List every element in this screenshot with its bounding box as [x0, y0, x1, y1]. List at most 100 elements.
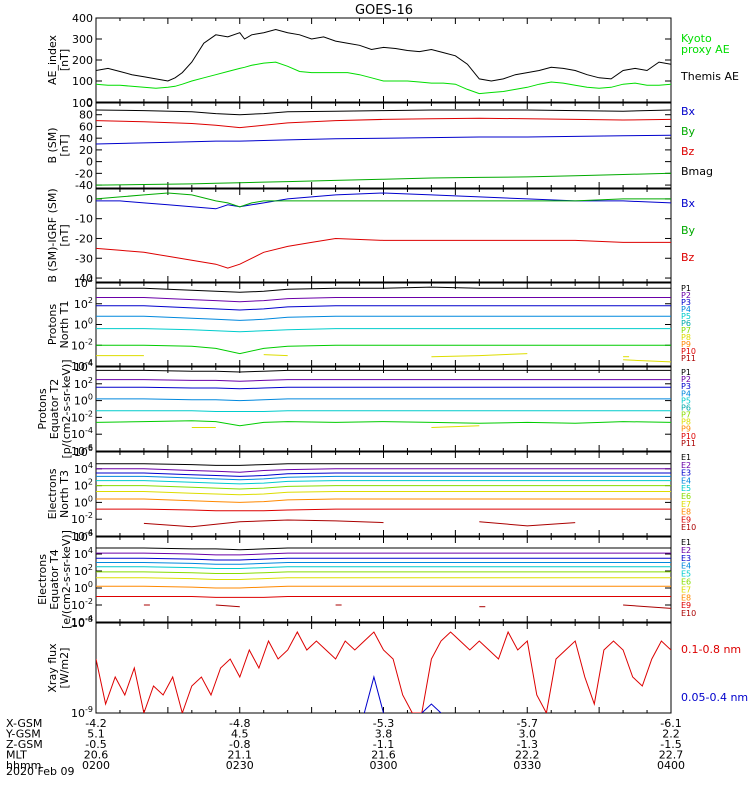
y-axis-label: [nT]	[58, 49, 71, 71]
series-line-e3	[96, 557, 671, 561]
legend-entry: E5	[681, 570, 691, 579]
series-line-e4	[96, 562, 671, 565]
ephemeris-value: -4.2	[85, 717, 106, 730]
y-tick-label: 40	[79, 132, 93, 145]
legend-entry: P11	[681, 439, 696, 448]
y-axis-label: [W/m2]	[58, 648, 71, 689]
y-tick-label: -20	[75, 167, 93, 180]
y-tick-exponent: 6	[88, 444, 93, 453]
ephemeris-value: -0.5	[85, 738, 106, 751]
legend-entry: P5	[681, 396, 691, 405]
panel-frame	[95, 282, 672, 367]
series-line-bx	[96, 134, 671, 145]
legend-entry: E4	[681, 476, 691, 485]
ephemeris-value: 0300	[370, 759, 398, 772]
legend-entry: E1	[681, 538, 691, 547]
y-tick-label: -40	[75, 179, 93, 192]
y-tick-exponent: -4	[85, 614, 93, 623]
legend-entry: E1	[681, 453, 691, 462]
y-tick-exponent: 6	[88, 529, 93, 538]
y-tick-label: 102	[74, 478, 93, 493]
y-tick-exponent: -4	[85, 528, 93, 537]
panel-3: -40 -30 -20 -10 0 B (SM)-IGRF (SM) [nT] Bx By Bz	[46, 188, 696, 285]
panel-frame	[95, 188, 672, 283]
series-line-e1	[96, 463, 671, 466]
legend-entry: P2	[681, 291, 691, 300]
y-axis-label: North T1	[58, 301, 71, 349]
y-axis-label: Electrons	[46, 468, 59, 519]
ephemeris-value: 3.0	[519, 728, 537, 741]
legend-entry: Bmag	[681, 165, 713, 178]
series-line-0-05-0-4-nm	[363, 675, 384, 713]
y-axis-label: [p/(cm2-s-sr-keV)]	[60, 359, 73, 458]
ephemeris-value: -4.8	[229, 717, 250, 730]
panel-frame	[95, 17, 672, 103]
y-tick-exponent: 2	[88, 563, 93, 572]
legend-entry: P9	[681, 340, 691, 349]
y-tick-exponent: 2	[88, 376, 93, 385]
legend-entry: P6	[681, 319, 691, 328]
y-axis-label: [e/(cm2-s-sr-keV)]	[60, 530, 73, 629]
y-tick-exponent: -6	[85, 443, 93, 452]
legend-entry: P3	[681, 382, 691, 391]
y-tick-exponent: 0	[88, 494, 93, 503]
ephemeris-value: -6.1	[660, 717, 681, 730]
series-line-bz	[96, 117, 671, 129]
y-axis-label: [nT]	[58, 134, 71, 156]
y-tick-label: 102	[74, 563, 93, 578]
ephemeris-row-label: Z-GSM	[6, 738, 43, 751]
ephemeris-value: 21.1	[228, 749, 253, 762]
series-line-p10	[623, 359, 671, 363]
y-axis-label: B (SM)	[46, 127, 59, 163]
y-axis-label: B (SM)-IGRF (SM)	[46, 188, 59, 282]
series-line-p2	[96, 379, 671, 382]
y-tick-exponent: -2	[85, 511, 93, 520]
y-tick-label: 10-2	[71, 597, 93, 612]
y-tick-exponent: -4	[85, 358, 93, 367]
series-line-e6	[96, 571, 671, 574]
y-tick-exponent: -4	[85, 426, 93, 435]
series-line-e1	[96, 547, 671, 551]
series-line-by	[96, 192, 671, 208]
series-line-e9	[96, 508, 671, 512]
y-tick-label: 100	[74, 317, 93, 332]
y-tick-label: 60	[79, 120, 93, 133]
legend-entry: E10	[681, 523, 696, 532]
y-tick-label: 100	[74, 393, 93, 408]
series-line-p1	[96, 369, 671, 373]
y-tick-exponent: -8	[85, 615, 93, 624]
legend-entry: P7	[681, 411, 691, 420]
legend-entry: E5	[681, 484, 691, 493]
legend-entry: P4	[681, 389, 691, 398]
legend-entry: P2	[681, 375, 691, 384]
ephemeris-value: 0230	[226, 759, 254, 772]
y-tick-label: 300	[72, 33, 93, 46]
series-line-e5	[96, 566, 671, 569]
series-line-0-1-0-8-nm	[96, 630, 671, 713]
y-axis-label: Equator T2	[48, 379, 61, 439]
y-tick-label: 10-8	[71, 615, 93, 630]
series-line-e8	[96, 498, 671, 503]
y-tick-label: 106	[74, 444, 93, 459]
y-axis-label: [nT]	[58, 224, 71, 246]
y-tick-label: -40	[75, 272, 93, 285]
series-line-e10	[479, 521, 576, 527]
series-line-themis-ae	[96, 28, 671, 82]
legend-entry: E3	[681, 554, 691, 563]
y-axis-label: Protons	[36, 388, 49, 429]
y-tick-label: 400	[72, 12, 93, 25]
y-tick-label: 102	[74, 296, 93, 311]
y-tick-exponent: 0	[88, 317, 93, 326]
ephemeris-value: 20.6	[84, 749, 109, 762]
legend-entry: P7	[681, 326, 691, 335]
ephemeris-value: 0200	[82, 759, 110, 772]
legend-entry: E3	[681, 469, 691, 478]
series-line-p3	[96, 305, 671, 311]
series-line-p4	[96, 398, 671, 402]
y-tick-label: 0	[86, 193, 93, 206]
